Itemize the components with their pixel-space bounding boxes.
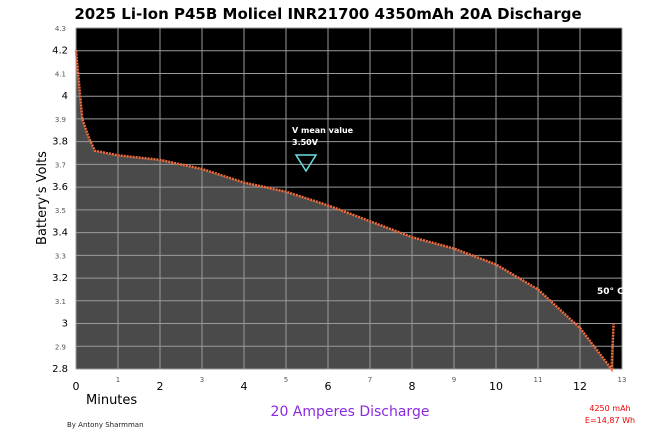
y-tick-label: 3 [62,319,68,330]
credit: By Antony Sharmman [67,421,144,429]
y-tick-label: 3.4 [52,228,68,239]
x-tick-label: 8 [409,380,416,393]
x-tick-label: 0 [73,380,80,393]
y-tick-label: 3.8 [52,137,68,148]
x-tick-label: 5 [284,376,288,384]
x-tick-label: 2 [157,380,164,393]
y-tick-label: 3.7 [55,161,66,169]
y-axis-label: Battery's Volts [35,151,50,245]
annotation-mean-value: 3.50V [292,138,319,147]
chart-subtitle: 20 Amperes Discharge [270,404,430,420]
y-tick-label: 3.6 [52,182,68,193]
chart-title: 2025 Li-Ion P45B Molicel INR21700 4350mA… [74,5,582,23]
x-tick-label: 9 [452,376,456,384]
x-tick-label: 3 [200,376,204,384]
y-tick-label: 2.8 [52,364,68,375]
y-tick-label: 3.2 [52,273,68,284]
x-axis-label: Minutes [86,393,137,408]
y-tick-label: 3.1 [55,298,66,306]
x-tick-label: 6 [325,380,332,393]
area-fill [76,50,614,369]
x-tick-label: 12 [573,380,587,393]
y-tick-label: 3.5 [55,207,66,215]
annotation-temperature: 50° C [597,287,624,297]
mean-marker-triangle-icon [294,154,318,173]
y-tick-label: 4 [62,91,68,102]
x-tick-label: 1 [116,376,120,384]
x-tick-label: 11 [534,376,543,384]
y-tick-label: 3.3 [55,252,66,260]
capacity-note: 4250 mAh [589,404,631,413]
y-tick-label: 3.9 [55,116,66,124]
annotation-mean-label: V mean value [292,126,354,135]
y-tick-label: 4.1 [55,70,66,78]
y-tick-label: 4.2 [52,46,68,57]
voltage-line [74,50,615,373]
x-tick-label: 4 [241,380,248,393]
x-tick-label: 10 [489,380,503,393]
y-tick-label: 2.9 [55,343,66,351]
x-tick-label: 7 [368,376,372,384]
x-tick-label: 13 [618,376,627,384]
y-tick-label: 4.3 [55,25,66,33]
energy-note: E=14,87 Wh [584,416,636,425]
